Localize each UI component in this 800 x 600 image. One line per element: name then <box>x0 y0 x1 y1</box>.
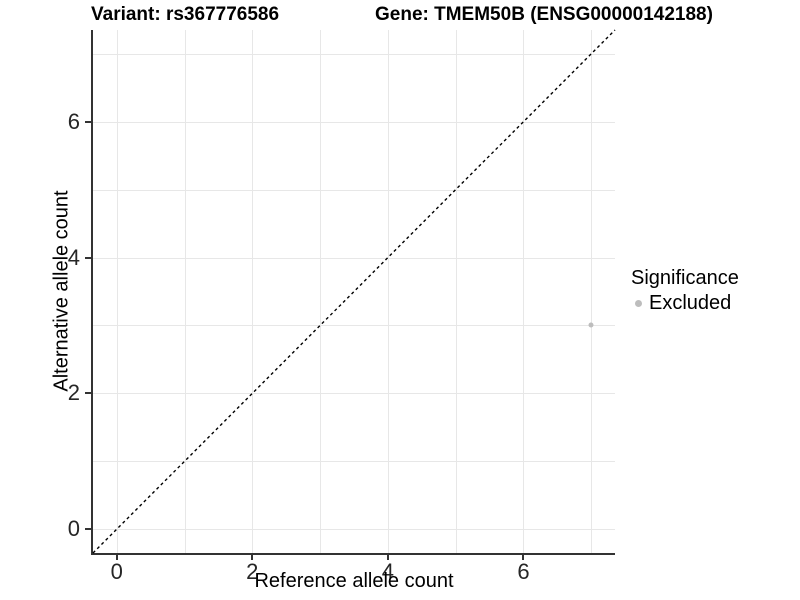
identity-line <box>92 29 616 554</box>
grid-line-vertical <box>591 30 593 553</box>
y-tick-label: 0 <box>67 516 80 542</box>
grid-line-horizontal <box>93 325 615 327</box>
x-tick-label: 6 <box>517 559 530 584</box>
grid-line-vertical <box>320 30 322 553</box>
y-tick-label: 4 <box>67 244 80 270</box>
data-point-excluded <box>588 322 594 328</box>
x-axis-title: Reference allele count <box>254 570 454 592</box>
grid-line-vertical <box>116 30 118 553</box>
x-tick-mark <box>251 555 254 560</box>
y-tick-label: 2 <box>67 380 80 406</box>
plot-title-variant: Variant: rs367776586 <box>91 4 280 25</box>
x-axis-line <box>91 553 615 555</box>
legend: Significance Excluded <box>631 266 739 315</box>
x-tick-label: 0 <box>110 559 123 584</box>
grid-line-vertical <box>523 30 525 553</box>
grid-line-horizontal <box>93 529 615 531</box>
x-tick-mark <box>522 555 525 560</box>
grid-line-vertical <box>455 30 457 553</box>
y-axis-title: Alternative allele count <box>50 190 73 392</box>
plot-title-gene: Gene: TMEM50B (ENSG00000142188) <box>375 4 713 25</box>
plot-panel: 0 2 4 6 0 2 4 6 <box>68 29 616 583</box>
grid-line-horizontal <box>93 393 615 395</box>
grid-line-vertical <box>252 30 254 553</box>
legend-title: Significance <box>631 267 739 289</box>
grid-line-vertical <box>184 30 186 553</box>
legend-entry-excluded: Excluded <box>631 291 739 315</box>
y-tick-mark <box>85 392 91 395</box>
grid-line-horizontal <box>93 121 615 123</box>
grid-line-horizontal <box>93 257 615 259</box>
y-tick-label: 6 <box>67 108 80 134</box>
grid-line-horizontal <box>93 53 615 55</box>
x-tick-label: 4 <box>381 559 395 584</box>
legend-key-dot <box>635 299 642 307</box>
y-tick-mark <box>85 120 91 123</box>
x-tick-mark <box>115 555 118 560</box>
y-axis-line <box>91 30 93 555</box>
x-tick-label: 2 <box>246 559 259 584</box>
x-tick-mark <box>386 555 389 560</box>
y-tick-mark <box>85 528 91 531</box>
grid-line-vertical <box>387 30 389 553</box>
y-tick-mark <box>85 256 91 259</box>
legend-entry-label: Excluded <box>649 292 732 314</box>
grid-line-horizontal <box>93 189 615 191</box>
grid-line-horizontal <box>93 461 615 463</box>
